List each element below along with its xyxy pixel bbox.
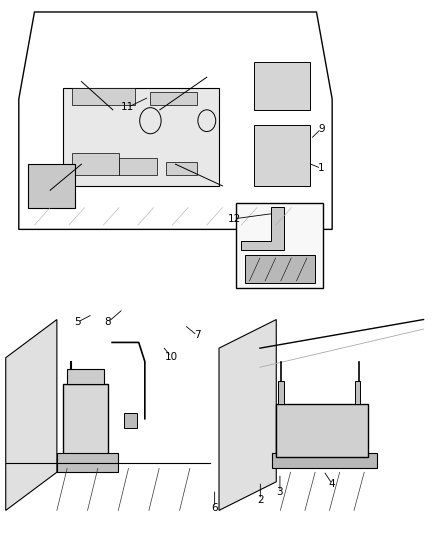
Bar	[67, 369, 104, 384]
Polygon shape	[245, 255, 315, 284]
Polygon shape	[28, 164, 75, 208]
Bar	[354, 381, 360, 403]
Text: 3: 3	[277, 487, 283, 497]
Bar	[57, 453, 118, 472]
Polygon shape	[150, 92, 198, 106]
Text: 12: 12	[228, 214, 241, 224]
Polygon shape	[63, 88, 219, 186]
Polygon shape	[6, 319, 57, 511]
Text: 4: 4	[329, 479, 336, 489]
Text: 6: 6	[212, 503, 218, 513]
Polygon shape	[241, 207, 284, 249]
Text: 7: 7	[194, 330, 201, 341]
Polygon shape	[254, 62, 310, 110]
Text: 1: 1	[318, 164, 325, 173]
Bar	[278, 381, 284, 403]
Bar	[124, 413, 137, 429]
Polygon shape	[72, 154, 119, 175]
Text: 10: 10	[165, 352, 178, 361]
Polygon shape	[219, 319, 276, 511]
Text: 2: 2	[257, 495, 264, 505]
Polygon shape	[119, 158, 157, 175]
Polygon shape	[254, 125, 310, 186]
Text: 5: 5	[74, 317, 81, 327]
Polygon shape	[72, 88, 135, 106]
Text: 9: 9	[318, 124, 325, 134]
Polygon shape	[166, 162, 198, 175]
Bar	[63, 384, 108, 457]
Text: 8: 8	[105, 317, 111, 327]
Bar	[276, 403, 368, 457]
Bar	[237, 203, 323, 288]
Bar	[272, 453, 377, 469]
Text: 11: 11	[121, 102, 134, 112]
